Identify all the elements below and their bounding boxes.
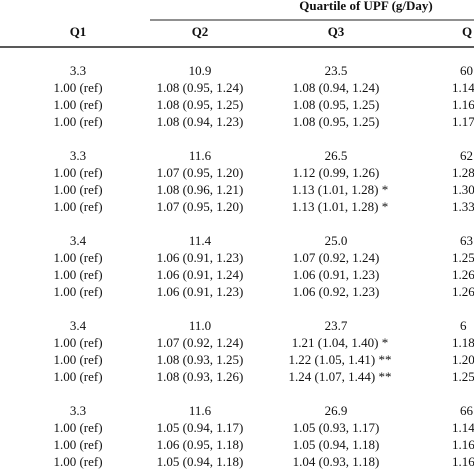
cell: 11.6 — [189, 148, 212, 163]
cell: 62 — [460, 148, 473, 163]
cell: 1.05 (0.94, 1.17) — [157, 420, 244, 435]
cell: 1.06 (0.91, 1.23) — [157, 284, 244, 299]
cell: 3.4 — [70, 233, 87, 248]
cell: 1.00 (ref) — [53, 454, 102, 469]
cell: 1.13 (1.01, 1.28) * — [292, 199, 388, 214]
cell: 1.00 (ref) — [53, 80, 102, 95]
cell: 10.9 — [189, 63, 212, 78]
cell: 1.07 (0.92, 1.24) — [293, 250, 380, 265]
cell: 60 — [460, 63, 473, 78]
cell: 1.06 (0.92, 1.23) — [293, 284, 380, 299]
cell: 1.33 (1.18 — [452, 199, 474, 214]
cell: 11.6 — [189, 403, 212, 418]
cell: 1.00 (ref) — [53, 267, 102, 282]
cell: 1.25 (1.0 — [452, 250, 474, 265]
cell: 1.24 (1.07, 1.44) ** — [289, 369, 392, 384]
cell: 1.06 (0.91, 1.24) — [157, 267, 244, 282]
cell: 1.14 (1.0 — [452, 420, 474, 435]
cell: 1.05 (0.93, 1.17) — [293, 420, 380, 435]
cell: 1.22 (1.05, 1.41) ** — [289, 352, 392, 367]
cell: 1.12 (0.99, 1.26) — [293, 165, 380, 180]
cell: 1.25 (1.0 — [452, 369, 474, 384]
cell: 1.26 (1.08 — [452, 267, 474, 282]
cell: 23.5 — [325, 63, 348, 78]
cell: 1.08 (0.95, 1.25) — [157, 97, 244, 112]
cell: 3.3 — [70, 63, 86, 78]
cell: 26.5 — [325, 148, 348, 163]
cell: 1.08 (0.95, 1.25) — [293, 114, 380, 129]
cell: 1.16 (1.0 — [452, 437, 474, 452]
cell: 11.4 — [189, 233, 212, 248]
cell: 1.06 (0.91, 1.23) — [293, 267, 380, 282]
cell: 1.00 (ref) — [53, 284, 102, 299]
cell: 1.05 (0.94, 1.18) — [293, 437, 380, 452]
cell: 1.08 (0.94, 1.23) — [157, 114, 244, 129]
cell: 1.08 (0.93, 1.25) — [157, 352, 244, 367]
column-header: Q1 — [70, 24, 87, 39]
cell: 1.28 (1.13 — [452, 165, 474, 180]
cell: 1.00 (ref) — [53, 182, 102, 197]
cell: 1.21 (1.04, 1.40) * — [292, 335, 388, 350]
cell: 3.3 — [70, 148, 86, 163]
cell: 1.17 (1.0 — [452, 114, 474, 129]
cell: 1.06 (0.95, 1.18) — [157, 437, 244, 452]
column-header: Q2 — [192, 24, 209, 39]
cell: 1.16 (1.0 — [452, 454, 474, 469]
cell: 1.08 (0.95, 1.24) — [157, 80, 244, 95]
cell: 63 — [460, 233, 473, 248]
cell: 1.05 (0.94, 1.18) — [157, 454, 244, 469]
column-header: Q3 — [328, 24, 345, 39]
cell: 23.7 — [325, 318, 348, 333]
cell: 1.14 (0 — [452, 80, 474, 95]
cell: 1.26 (1.0 — [452, 284, 474, 299]
cell: 3.4 — [70, 318, 87, 333]
cell: 1.16 (1.0 — [452, 97, 474, 112]
cell: 1.30 (1.15 — [452, 182, 474, 197]
cell: 1.00 (ref) — [53, 199, 102, 214]
cell: 1.20 (1.0 — [452, 352, 474, 367]
cell: 3.3 — [70, 403, 86, 418]
cell: 1.07 (0.95, 1.20) — [157, 199, 244, 214]
cell: 25.0 — [325, 233, 348, 248]
cell: 1.08 (0.96, 1.21) — [157, 182, 244, 197]
cell: 1.00 (ref) — [53, 114, 102, 129]
cell: 26.9 — [325, 403, 348, 418]
cell: 1.13 (1.01, 1.28) * — [292, 182, 388, 197]
cell: 6 — [460, 318, 467, 333]
cell: 1.04 (0.93, 1.18) — [293, 454, 380, 469]
column-header: Q — [462, 24, 472, 39]
cell: 1.00 (ref) — [53, 369, 102, 384]
cell: 1.08 (0.93, 1.26) — [157, 369, 244, 384]
cell: 1.00 (ref) — [53, 165, 102, 180]
cell: 1.00 (ref) — [53, 420, 102, 435]
cell: 1.00 (ref) — [53, 437, 102, 452]
cell: 1.00 (ref) — [53, 335, 102, 350]
cell: 1.07 (0.92, 1.24) — [157, 335, 244, 350]
cell: 1.18 (1.0 — [452, 335, 474, 350]
cell: 1.07 (0.95, 1.20) — [157, 165, 244, 180]
cell: 1.06 (0.91, 1.23) — [157, 250, 244, 265]
cell: 66 — [460, 403, 474, 418]
cell: 1.08 (0.94, 1.24) — [293, 80, 380, 95]
cell: 1.00 (ref) — [53, 250, 102, 265]
cell: 1.00 (ref) — [53, 352, 102, 367]
cell: 11.0 — [189, 318, 211, 333]
spanner-title: Quartile of UPF (g/Day) — [299, 0, 432, 13]
cell: 1.08 (0.95, 1.25) — [293, 97, 380, 112]
cell: 1.00 (ref) — [53, 97, 102, 112]
